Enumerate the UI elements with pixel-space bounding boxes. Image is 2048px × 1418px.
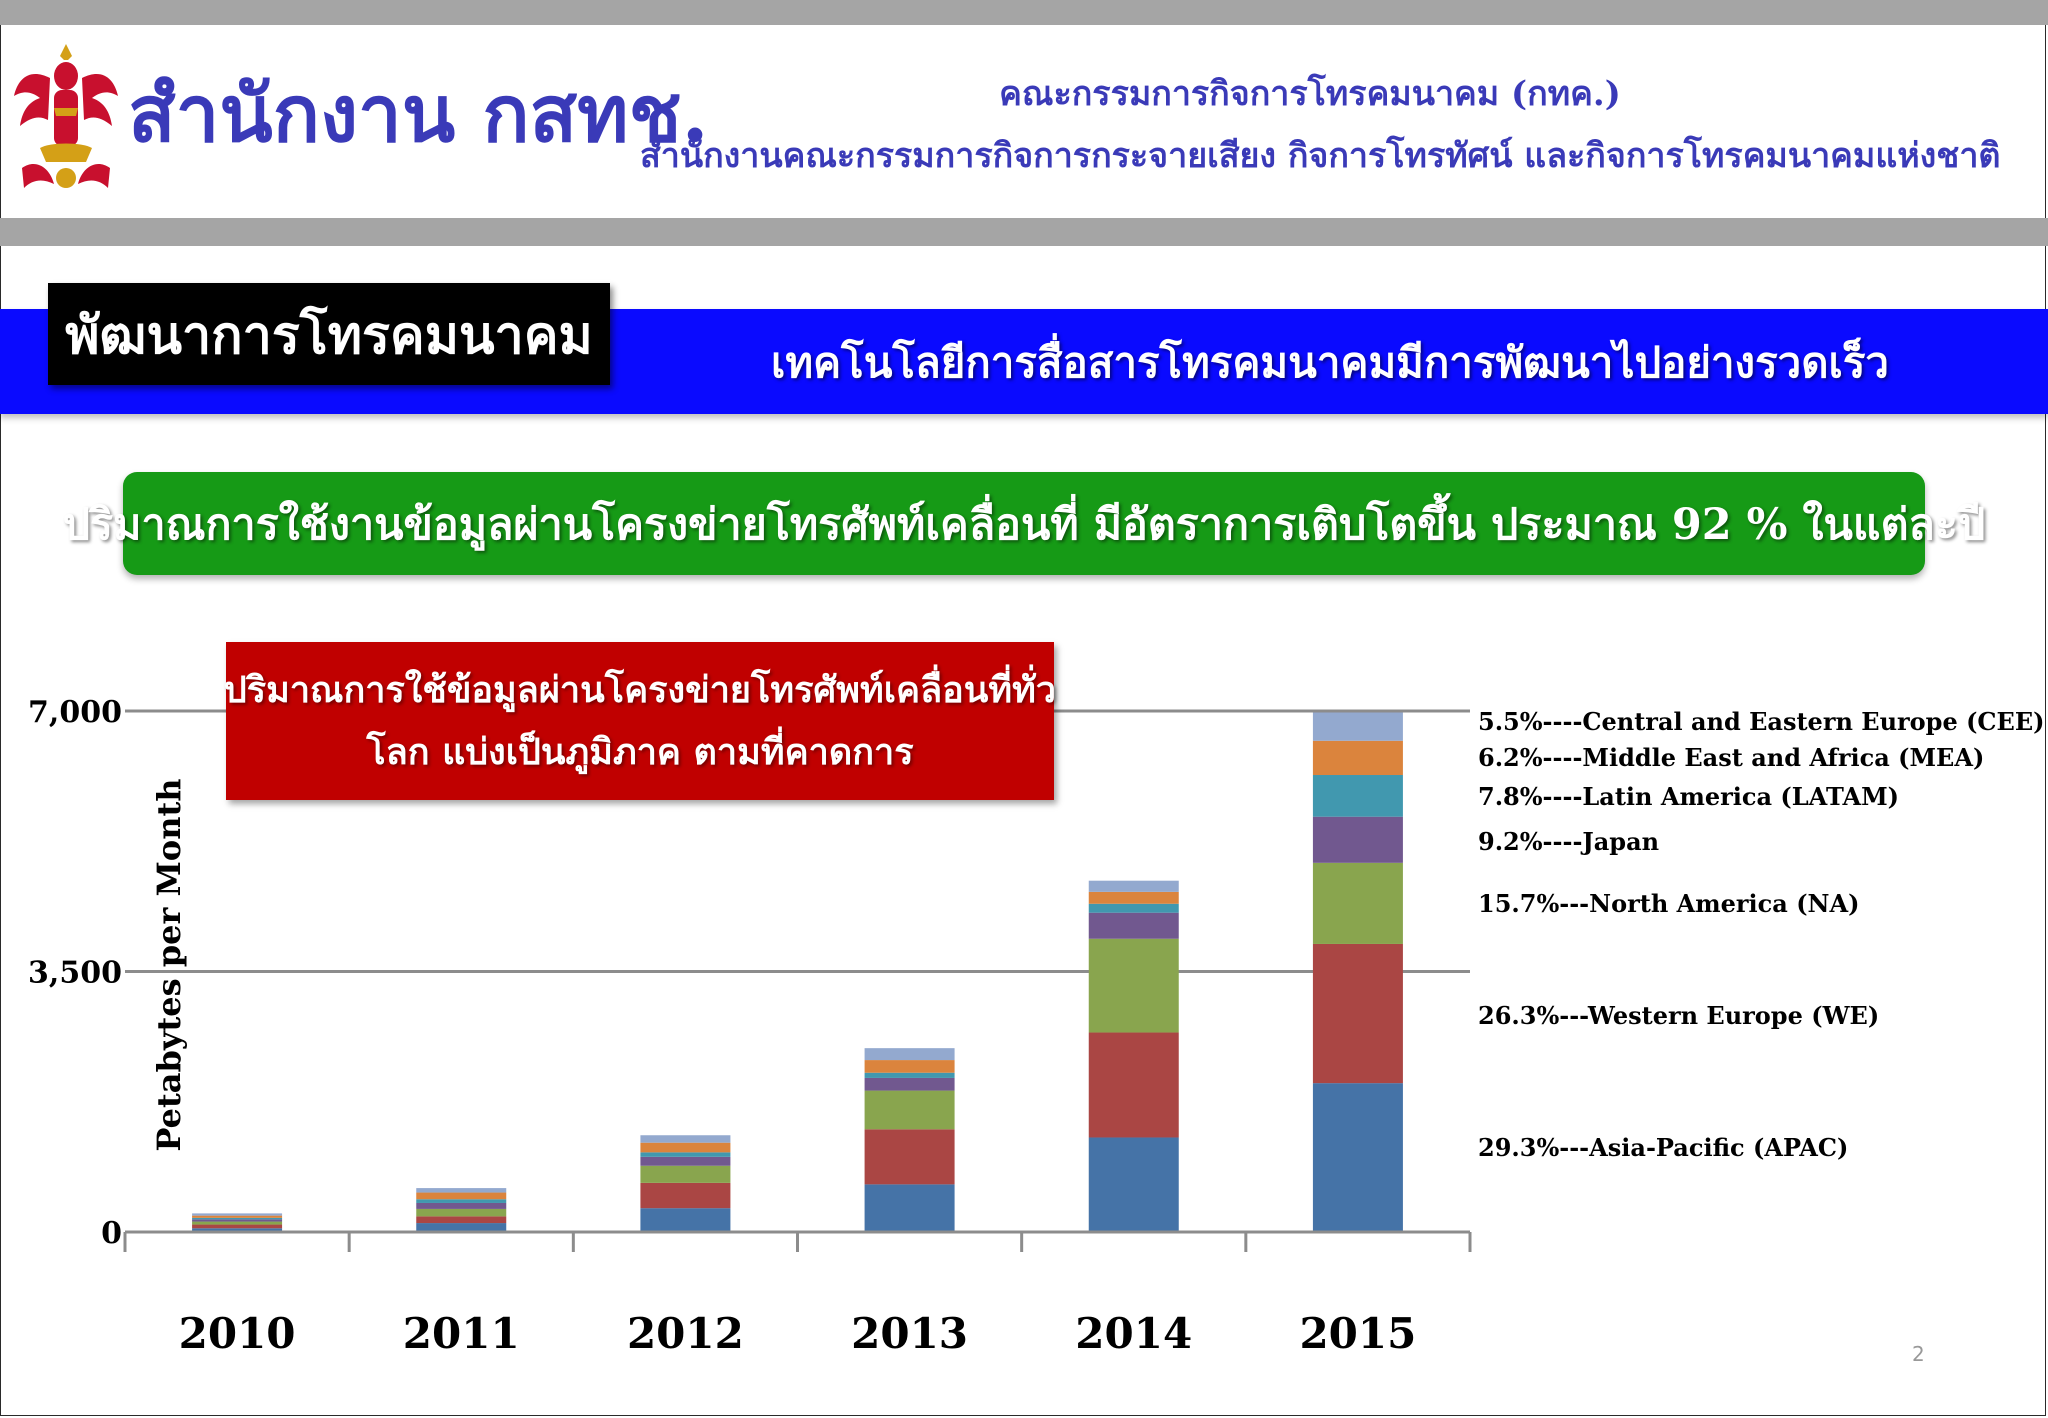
bar-segment bbox=[416, 1199, 507, 1203]
bar-segment bbox=[1312, 1083, 1403, 1232]
office-title: สำนักงาน กสทช. bbox=[128, 69, 709, 160]
bar-segment bbox=[416, 1223, 507, 1232]
x-tick-label: 2013 bbox=[851, 1309, 968, 1358]
bar-segment bbox=[416, 1188, 507, 1193]
chart-callout-line1: ปริมาณการใช้ข้อมูลผ่านโครงข่ายโทรศัพท์เค… bbox=[223, 669, 1057, 711]
bar-segment bbox=[640, 1135, 731, 1143]
legend-entry: 29.3%---Asia-Pacific (APAC) bbox=[1478, 1133, 1848, 1162]
legend-entry: 5.5%----Central and Eastern Europe (CEE) bbox=[1478, 707, 2044, 736]
bar-segment bbox=[1312, 862, 1403, 944]
legend-entry: 9.2%----Japan bbox=[1478, 827, 1659, 856]
bar-segment bbox=[1312, 943, 1403, 1084]
x-tick-label: 2010 bbox=[179, 1309, 296, 1358]
header-top-bar bbox=[0, 0, 2048, 25]
bar-segment bbox=[192, 1217, 283, 1220]
bar-segment bbox=[864, 1090, 955, 1130]
bar-segment bbox=[192, 1215, 283, 1218]
bar-segment bbox=[1088, 891, 1179, 904]
legend-entry: 15.7%---North America (NA) bbox=[1478, 889, 1859, 918]
x-tick-label: 2015 bbox=[1299, 1309, 1416, 1358]
bar-segment bbox=[416, 1202, 507, 1209]
bar-segment bbox=[1088, 1137, 1179, 1232]
bar-segment bbox=[640, 1152, 731, 1157]
bar-segment bbox=[1312, 712, 1403, 741]
bar-segment bbox=[1088, 912, 1179, 939]
garuda-emblem-icon bbox=[14, 44, 118, 188]
section-subtitle: เทคโนโลยีการสื่อสารโทรคมนาคมมีการพัฒนาไป… bbox=[771, 338, 1889, 387]
bar-segment bbox=[416, 1216, 507, 1224]
bar-segment bbox=[864, 1060, 955, 1073]
org-name-line2: สำนักงานคณะกรรมการกิจการกระจายเสียง กิจก… bbox=[640, 136, 2001, 176]
org-name-line1: คณะกรรมการกิจการโทรคมนาคม (กทค.) bbox=[999, 74, 1621, 114]
bar-segment bbox=[192, 1224, 283, 1229]
x-tick-label: 2012 bbox=[627, 1309, 744, 1358]
bar-segment bbox=[1088, 1032, 1179, 1138]
chart-callout: ปริมาณการใช้ข้อมูลผ่านโครงข่ายโทรศัพท์เค… bbox=[223, 642, 1057, 800]
bar-segment bbox=[1088, 880, 1179, 892]
bar-segment bbox=[640, 1142, 731, 1153]
bar-segment bbox=[192, 1228, 283, 1232]
bar-segment bbox=[192, 1219, 283, 1222]
bar-segment bbox=[640, 1165, 731, 1183]
y-tick-label: 7,000 bbox=[28, 695, 122, 730]
bar-segment bbox=[640, 1182, 731, 1209]
y-axis-label: Petabytes per Month bbox=[150, 778, 188, 1151]
bar-segment bbox=[1088, 938, 1179, 1033]
y-tick-label: 0 bbox=[101, 1216, 122, 1251]
bar-segment bbox=[864, 1184, 955, 1232]
legend-entry: 26.3%---Western Europe (WE) bbox=[1478, 1001, 1879, 1030]
x-tick-label: 2011 bbox=[403, 1309, 520, 1358]
chart-callout-line2: โลก แบ่งเป็นภูมิภาค ตามที่คาดการ bbox=[366, 731, 914, 773]
bar-segment bbox=[864, 1072, 955, 1078]
section-label: พัฒนาการโทรคมนาคม bbox=[48, 283, 610, 385]
header-bottom-bar bbox=[0, 218, 2048, 246]
page-number: 2 bbox=[1912, 1342, 1925, 1366]
bar-segment bbox=[864, 1129, 955, 1185]
bar-segment bbox=[640, 1156, 731, 1166]
bar-segment bbox=[1312, 775, 1403, 817]
bar-segment bbox=[640, 1208, 731, 1232]
y-tick-label: 3,500 bbox=[28, 956, 122, 991]
bar-segment bbox=[1088, 903, 1179, 913]
bar-segment bbox=[192, 1221, 283, 1225]
bar-segment bbox=[864, 1048, 955, 1061]
bar-segment bbox=[192, 1213, 283, 1216]
legend-entry: 7.8%----Latin America (LATAM) bbox=[1478, 782, 1899, 811]
growth-banner: ปริมาณการใช้งานข้อมูลผ่านโครงข่ายโทรศัพท… bbox=[63, 472, 1985, 575]
x-tick-label: 2014 bbox=[1075, 1309, 1192, 1358]
bar-segment bbox=[1312, 740, 1403, 776]
bar-segment bbox=[416, 1208, 507, 1217]
bar-segment bbox=[1312, 816, 1403, 863]
legend-entry: 6.2%----Middle East and Africa (MEA) bbox=[1478, 743, 1984, 772]
bar-segment bbox=[864, 1077, 955, 1091]
bar-segment bbox=[416, 1192, 507, 1200]
